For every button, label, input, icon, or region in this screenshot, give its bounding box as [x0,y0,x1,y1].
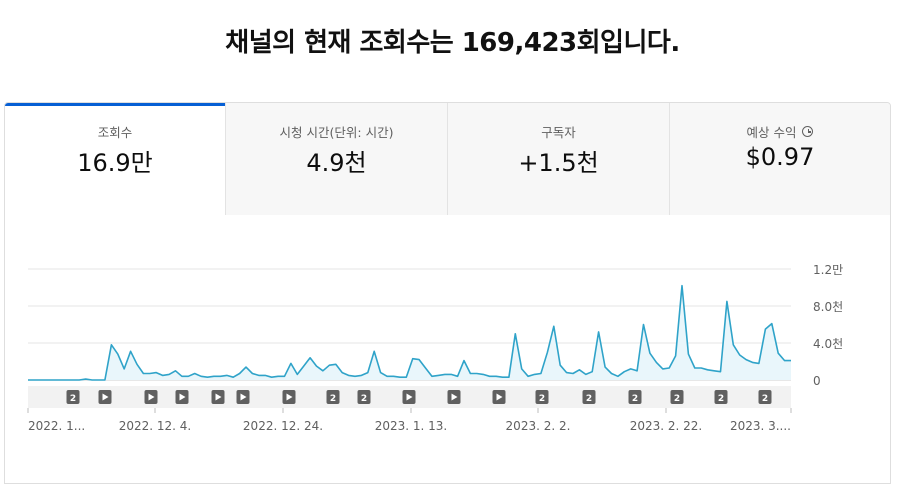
play-icon [148,393,155,401]
metric-tabs: 조회수 16.9만 시청 시간(단위: 시간) 4.9천 구독자 +1.5천 예… [5,103,890,215]
video-upload-marker[interactable] [492,390,506,404]
info-icon[interactable] [802,126,814,137]
tab-views-label: 조회수 [97,125,133,140]
video-upload-marker[interactable] [211,390,225,404]
multi-upload-marker[interactable]: 2 [628,390,642,404]
video-upload-marker[interactable] [282,390,296,404]
play-icon [406,393,413,401]
x-tick-label: 2023. 1. 13. [375,419,448,433]
x-tick-label: 2023. 2. 2. [506,419,571,433]
multi-upload-marker[interactable]: 2 [326,390,340,404]
tab-revenue-label: 예상 수익 [746,125,797,140]
marker-count: 2 [361,394,367,404]
x-tick-label: 2023. 3.... [730,419,791,433]
marker-count: 2 [632,394,638,404]
multi-upload-marker[interactable]: 2 [758,390,772,404]
video-upload-marker[interactable] [144,390,158,404]
marker-count: 2 [586,394,592,404]
marker-count: 2 [539,394,545,404]
series-line [28,284,791,381]
play-icon [102,393,109,401]
tab-subscribers-value: +1.5천 [518,149,599,177]
y-tick-label: 8.0천 [813,299,843,314]
play-icon [451,393,458,401]
x-tick-label: 2023. 2. 22. [630,419,703,433]
video-upload-marker[interactable] [98,390,112,404]
marker-count: 2 [70,394,76,404]
tab-views-value: 16.9만 [77,149,153,177]
x-tick-label: 2022. 1... [28,419,85,433]
x-tick-label: 2022. 12. 24. [243,419,323,433]
y-tick-label: 4.0천 [813,336,843,351]
play-icon [496,393,503,401]
play-icon [179,393,186,401]
series-area [28,285,791,380]
tab-subscribers-label: 구독자 [541,125,576,140]
marker-count: 2 [762,394,768,404]
multi-upload-marker[interactable]: 2 [66,390,80,404]
analytics-card: 조회수 16.9만 시청 시간(단위: 시간) 4.9천 구독자 +1.5천 예… [4,102,891,484]
tab-watch-time-label: 시청 시간(단위: 시간) [279,125,394,140]
y-tick-label: 0 [813,374,821,388]
tab-watch-time-value: 4.9천 [306,149,367,177]
tab-subscribers[interactable]: 구독자 +1.5천 [447,103,669,215]
y-tick-label: 1.2만 [813,263,843,277]
tab-views[interactable]: 조회수 16.9만 [5,103,225,215]
multi-upload-marker[interactable]: 2 [582,390,596,404]
views-chart: 1.2만 8.0천 4.0천 0 2 2 2 2 2 2 2 2 2 2022. 1... 2022. 12… [27,263,843,433]
tab-watch-time[interactable]: 시청 시간(단위: 시간) 4.9천 [225,103,447,215]
video-upload-marker[interactable] [236,390,250,404]
multi-upload-marker[interactable]: 2 [357,390,371,404]
tab-revenue-value: $0.97 [745,143,815,171]
video-upload-marker[interactable] [175,390,189,404]
play-icon [215,393,222,401]
page-headline: 채널의 현재 조회수는 169,423회입니다. [225,28,680,58]
multi-upload-marker[interactable]: 2 [535,390,549,404]
multi-upload-marker[interactable]: 2 [714,390,728,404]
marker-count: 2 [674,394,680,404]
tab-estimated-revenue[interactable]: 예상 수익 $0.97 [669,103,890,215]
video-upload-marker[interactable] [402,390,416,404]
play-icon [286,393,293,401]
multi-upload-marker[interactable]: 2 [670,390,684,404]
play-icon [240,393,247,401]
marker-count: 2 [330,394,336,404]
marker-count: 2 [718,394,724,404]
x-tick-label: 2022. 12. 4. [119,419,192,433]
video-upload-marker[interactable] [447,390,461,404]
